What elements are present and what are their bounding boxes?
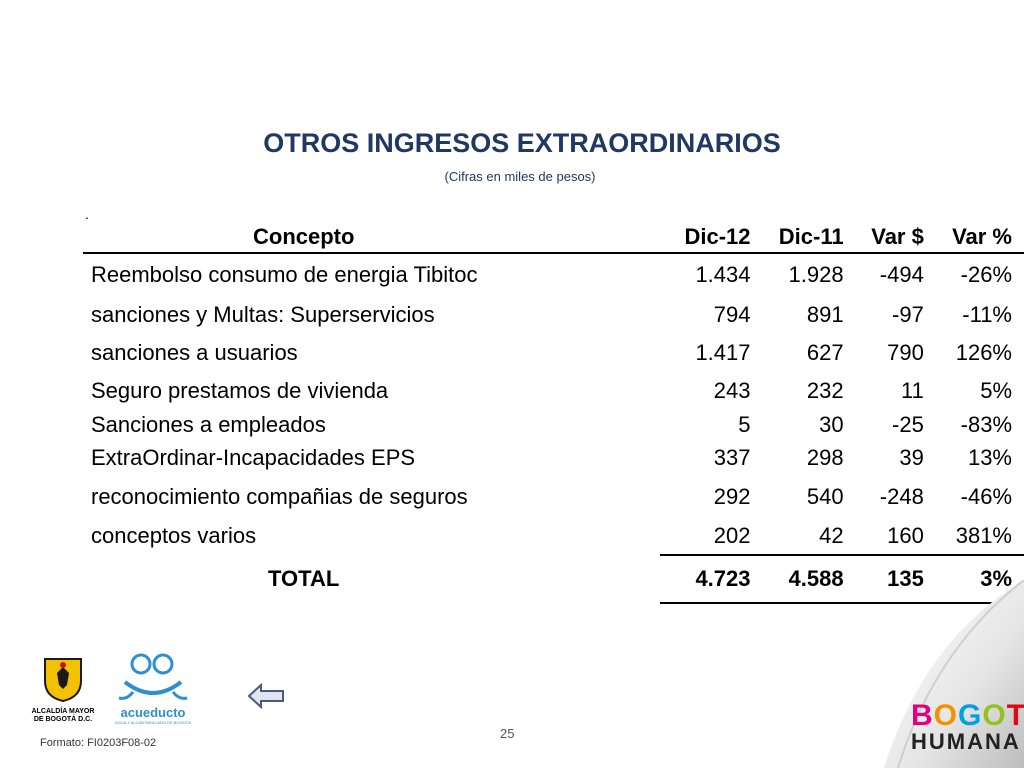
cell-concepto: Seguro prestamos de vivienda (91, 378, 389, 403)
total-dic-12: 4.723 (660, 554, 751, 604)
page-curl-decoration (884, 580, 1024, 768)
table-row: sanciones y Multas: Superservicios 794 8… (83, 295, 1024, 335)
cell-var-pct: -26% (960, 261, 1012, 287)
page-subtitle: (Cifras en miles de pesos) (444, 169, 596, 184)
acueducto-label: acueducto (120, 705, 186, 720)
alcaldia-logo: ALCALDÍA MAYOR DE BOGOTÁ D.C. (28, 655, 98, 724)
total-row: TOTAL 4.723 4.588 135 3% (83, 554, 1024, 604)
header-dic-11: Dic-11 (750, 222, 844, 254)
coat-of-arms-icon (44, 658, 82, 703)
bogota-letter: T (1006, 699, 1024, 732)
cell-concepto: sanciones y Multas: Superservicios (91, 302, 435, 327)
frog-icon (118, 653, 188, 700)
cell-var-abs: 160 (887, 522, 924, 548)
table-row: conceptos varios 202 42 160 381% (83, 517, 1024, 555)
page-title: OTROS INGRESOS EXTRAORDINARIOS (263, 128, 781, 158)
cell-var-abs: -97 (892, 302, 924, 327)
alcaldia-label-2: DE BOGOTÁ D.C. (33, 716, 93, 723)
cell-concepto: reconocimiento compañias de seguros (91, 484, 468, 509)
bogota-humana-logo: BOGOTÁ HUMANA (911, 701, 1024, 753)
table-row: ExtraOrdinar-Incapacidades EPS 337 298 3… (83, 439, 1024, 477)
cell-dic-11: 627 (806, 340, 844, 365)
table-row: Reembolso consumo de energia Tibitoc 1.4… (83, 253, 1024, 295)
cell-var-abs: 790 (887, 340, 924, 365)
cell-dic-11: 540 (806, 484, 844, 509)
cell-concepto: ExtraOrdinar-Incapacidades EPS (91, 445, 416, 470)
cell-dic-12: 794 (713, 302, 751, 327)
bogota-line2: HUMANA (911, 729, 1021, 754)
header-var-pct: Var % (923, 222, 1024, 254)
alcaldia-label-1: ALCALDÍA MAYOR (31, 708, 95, 715)
cell-concepto: Sanciones a empleados (91, 412, 326, 437)
cell-var-abs: -25 (892, 412, 924, 437)
page-number: 25 (500, 726, 515, 741)
header-dic-12: Dic-12 (660, 222, 751, 254)
stray-dot: . (85, 206, 89, 222)
cell-concepto: sanciones a usuarios (91, 340, 298, 365)
cell-dic-12: 202 (713, 522, 751, 548)
header-concepto: Concepto (83, 222, 661, 254)
left-arrow-icon (247, 682, 284, 710)
cell-var-abs: 11 (901, 378, 924, 403)
cell-var-abs: -248 (879, 484, 924, 509)
cell-dic-12: 243 (713, 378, 751, 403)
cell-concepto: conceptos varios (91, 523, 257, 548)
table-row: Seguro prestamos de vivienda 243 232 11 … (83, 371, 1024, 411)
header-var-abs: Var $ (843, 222, 924, 254)
income-table: Concepto Dic-12 Dic-11 Var $ Var % Reemb… (83, 222, 1024, 604)
bogota-line1: BOGOTÁ (911, 701, 1024, 731)
cell-var-pct: 381% (955, 522, 1012, 548)
cell-dic-12: 1.417 (695, 340, 751, 365)
acueducto-logo: acueducto AGUA Y ALCANTARILLADO DE BOGOT… (108, 652, 198, 725)
cell-dic-11: 42 (819, 522, 844, 548)
table-row: sanciones a usuarios 1.417 627 790 126% (83, 335, 1024, 371)
bogota-letter: G (958, 699, 983, 732)
cell-var-pct: 13% (967, 445, 1012, 470)
cell-dic-12: 5 (738, 412, 751, 437)
table-row: Sanciones a empleados 5 30 -25 -83% (83, 411, 1024, 439)
cell-dic-12: 1.434 (695, 261, 751, 287)
acueducto-sub: AGUA Y ALCANTARILLADO DE BOGOTÁ (115, 720, 191, 725)
total-dic-11: 4.588 (750, 554, 844, 604)
bogota-letter: O (982, 699, 1007, 732)
total-var-abs: 135 (843, 554, 924, 604)
table-header-row: Concepto Dic-12 Dic-11 Var $ Var % (83, 222, 1024, 254)
cell-var-abs: 39 (899, 445, 924, 470)
cell-dic-11: 232 (806, 378, 844, 403)
cell-var-pct: -83% (960, 412, 1012, 437)
cell-dic-11: 30 (819, 412, 844, 437)
cell-var-pct: 5% (980, 378, 1012, 403)
back-arrow-button[interactable] (247, 682, 287, 710)
cell-dic-12: 337 (713, 445, 751, 470)
cell-dic-11: 298 (806, 445, 844, 470)
cell-dic-12: 292 (713, 484, 751, 509)
total-label: TOTAL (268, 566, 340, 591)
cell-var-pct: -11% (962, 302, 1012, 327)
bogota-letter: O (933, 699, 959, 732)
cell-var-pct: 126% (955, 340, 1012, 365)
cell-var-abs: -494 (879, 261, 924, 287)
cell-dic-11: 891 (806, 302, 844, 327)
cell-dic-11: 1.928 (788, 261, 844, 287)
cell-concepto: Reembolso consumo de energia Tibitoc (91, 261, 478, 287)
formato-code: Formato: FI0203F08-02 (40, 737, 157, 749)
bogota-letter: B (911, 699, 934, 732)
table-row: reconocimiento compañias de seguros 292 … (83, 477, 1024, 517)
cell-var-pct: -46% (960, 484, 1012, 509)
